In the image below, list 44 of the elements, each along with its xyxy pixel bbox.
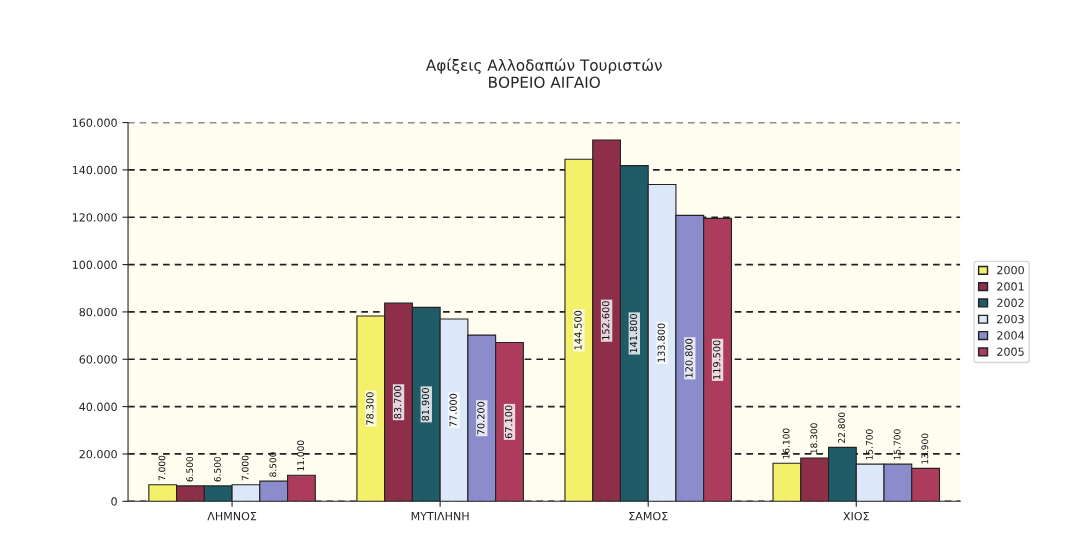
x-tick-label: ΧΙΟΣ bbox=[843, 511, 869, 521]
y-tick-label: 60.000 bbox=[79, 355, 117, 364]
data-label: 133.800 bbox=[657, 323, 665, 362]
data-label: 141.800 bbox=[629, 314, 638, 353]
y-tick-label: 80.000 bbox=[79, 307, 117, 317]
x-tick-label: ΛΗΜΝΟΣ bbox=[207, 511, 257, 521]
data-label: 152.600 bbox=[602, 301, 610, 340]
data-label: 120.800 bbox=[685, 338, 693, 378]
y-tick-label: 160.000 bbox=[72, 118, 117, 127]
x-tick-label: ΜΥΤΙΛΗΝΗ bbox=[411, 512, 469, 521]
chart-title: Αφίξεις Αλλοδαπών Τουριστών ΒΟΡΕΙΟ ΑΙΓΑΙΟ bbox=[425, 58, 662, 89]
data-label: 6.500 bbox=[213, 456, 221, 482]
data-label: 16.100 bbox=[782, 428, 790, 459]
legend-label: 2004 bbox=[997, 331, 1025, 340]
data-label: 67.100 bbox=[504, 405, 513, 439]
data-label: 13.900 bbox=[921, 433, 929, 464]
data-label: 144.500 bbox=[574, 310, 582, 350]
data-label: 119.500 bbox=[713, 340, 721, 379]
data-label: 8.500 bbox=[269, 452, 277, 477]
data-label: 15.700 bbox=[865, 429, 873, 460]
data-label: 11.000 bbox=[297, 440, 305, 471]
data-label: 22.800 bbox=[838, 412, 846, 443]
data-label: 81.900 bbox=[421, 388, 430, 421]
y-tick-label: 100.000 bbox=[72, 260, 117, 269]
legend-label: 2002 bbox=[997, 298, 1024, 307]
y-tick-label: 140.000 bbox=[72, 165, 117, 175]
data-label: 78.300 bbox=[366, 392, 374, 425]
x-tick-label: ΣΑΜΟΣ bbox=[629, 511, 668, 521]
legend-label: 2000 bbox=[997, 265, 1024, 275]
data-label: 70.200 bbox=[477, 401, 485, 435]
data-label: 7.000 bbox=[158, 455, 166, 481]
y-tick-label: 0 bbox=[111, 497, 117, 506]
data-label: 7.000 bbox=[241, 455, 249, 481]
data-label: 15.700 bbox=[893, 429, 901, 460]
legend-label: 2001 bbox=[997, 282, 1024, 291]
y-tick-label: 120.000 bbox=[72, 213, 117, 222]
data-label: 6.500 bbox=[186, 456, 194, 482]
data-label: 83.700 bbox=[393, 385, 402, 419]
y-tick-label: 40.000 bbox=[79, 402, 117, 411]
legend-label: 2005 bbox=[997, 347, 1024, 356]
data-label: 77.000 bbox=[449, 393, 457, 427]
y-tick-label: 20.000 bbox=[79, 449, 117, 459]
data-label: 18.300 bbox=[810, 423, 818, 454]
legend-label: 2003 bbox=[997, 314, 1024, 324]
